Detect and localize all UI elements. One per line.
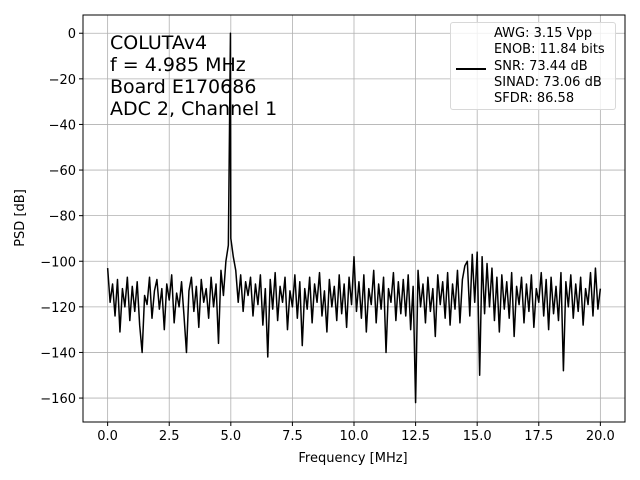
y-axis-label: PSD [dB] (13, 189, 28, 247)
x-tick-label: 20.0 (586, 429, 615, 444)
annotation-line: COLUTAv4 (110, 32, 208, 54)
y-tick-label: −100 (40, 255, 76, 270)
x-tick-label: 10.0 (340, 429, 369, 444)
y-tick-label: −140 (40, 346, 76, 361)
x-axis-label: Frequency [MHz] (298, 451, 407, 466)
annotation-line: f = 4.985 MHz (110, 54, 246, 76)
y-tick-label: −160 (40, 392, 76, 407)
legend-label: AWG: 3.15 Vpp ENOB: 11.84 bits SNR: 73.4… (494, 26, 605, 107)
x-tick-label: 12.5 (401, 429, 430, 444)
x-tick-label: 17.5 (524, 429, 553, 444)
y-tick-label: −120 (40, 301, 76, 316)
legend: AWG: 3.15 Vpp ENOB: 11.84 bits SNR: 73.4… (450, 22, 616, 110)
y-tick-label: −60 (49, 164, 76, 179)
x-tick-label: 7.5 (282, 429, 303, 444)
x-tick-label: 15.0 (463, 429, 492, 444)
annotation: COLUTAv4 f = 4.985 MHz Board E170686 ADC 2,… (110, 32, 277, 120)
y-tick-label: −40 (49, 118, 76, 133)
series-line (106, 32, 602, 404)
annotation-line: ADC 2, Channel 1 (110, 98, 278, 120)
y-tick-label: −20 (49, 73, 76, 88)
x-tick-label: 5.0 (220, 429, 241, 444)
x-tick-label: 0.0 (97, 429, 118, 444)
annotation-line: Board E170686 (110, 76, 257, 98)
x-tick-label: 2.5 (159, 429, 180, 444)
y-tick-label: 0 (68, 27, 76, 42)
legend-swatch (456, 68, 486, 70)
plot-frame (82, 14, 626, 423)
y-tick-label: −80 (49, 210, 76, 225)
